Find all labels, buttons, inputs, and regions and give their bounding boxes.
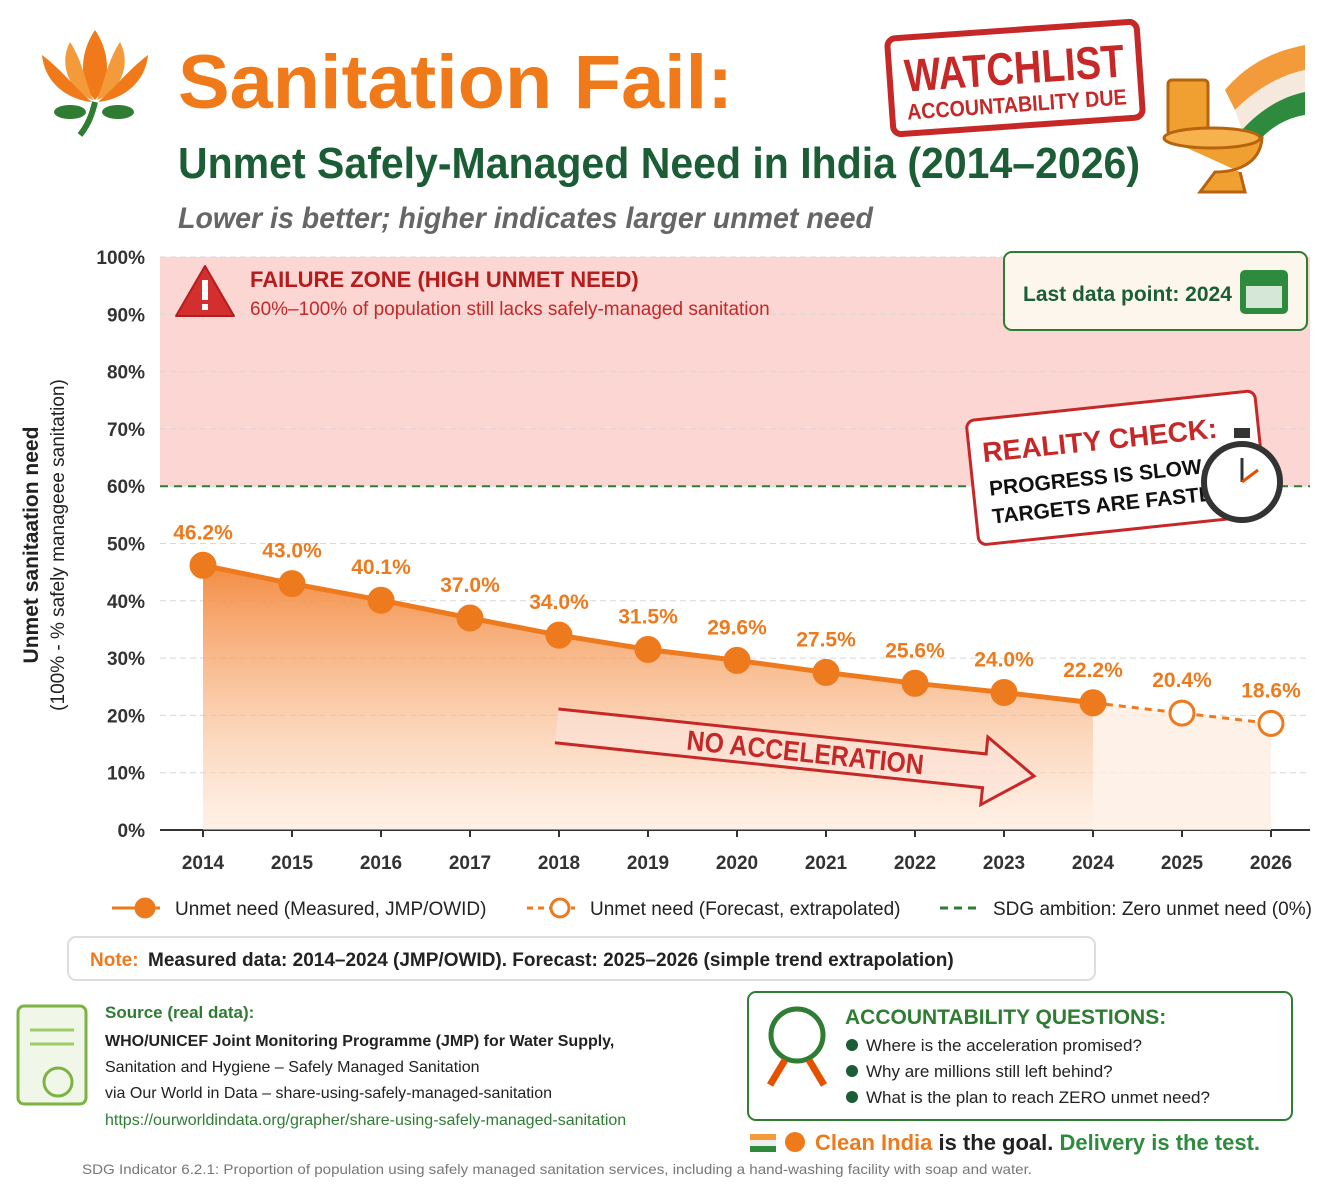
note-text: Measured data: 2014–2024 (JMP/OWID). For… xyxy=(148,950,954,971)
value-label: 37.0% xyxy=(440,574,500,597)
point xyxy=(189,551,217,579)
point xyxy=(545,621,573,649)
title: Sanitation Fail: xyxy=(178,40,733,125)
questions-title: ACCOUNTABILITY QUESTIONS: xyxy=(845,1006,1166,1029)
slogan: Clean India is the goal. Delivery is the… xyxy=(815,1130,1260,1155)
y-tick-label: 0% xyxy=(118,821,146,842)
y-tick-label: 50% xyxy=(107,535,145,556)
source-line: WHO/UNICEF Joint Monitoring Programme (J… xyxy=(105,1033,614,1050)
legend-label: Unmet need (Forecast, extrapolated) xyxy=(590,899,901,920)
value-label: 27.5% xyxy=(796,628,856,651)
question: Why are millions still left behind? xyxy=(866,1062,1113,1081)
y-tick-label: 90% xyxy=(107,305,145,326)
value-label: 34.0% xyxy=(529,591,589,614)
subtitle: Unmet Safely-Managed Need in Ihdia (2014… xyxy=(178,139,1140,188)
point xyxy=(367,586,395,614)
y-tick-label: 70% xyxy=(107,420,145,441)
value-label: 31.5% xyxy=(618,606,678,629)
footnote: SDG Indicator 6.2.1: Proportion of popul… xyxy=(82,1161,1032,1177)
source-url[interactable]: https://ourworldindata.org/grapher/share… xyxy=(105,1112,626,1129)
note-box xyxy=(67,936,1096,981)
x-tick-label: 2021 xyxy=(805,853,848,874)
failure-zone-label: FAILURE ZONE (HIGH UNMET NEED) 60%–100% … xyxy=(175,265,770,320)
source-title: Source (real data): xyxy=(105,1003,254,1022)
x-tick-label: 2019 xyxy=(627,853,669,874)
point xyxy=(812,658,840,686)
x-tick-label: 2017 xyxy=(449,853,491,874)
flag-toilet-icon xyxy=(1162,45,1305,194)
y-tick-label: 30% xyxy=(107,649,145,670)
value-label: 18.6% xyxy=(1241,679,1301,702)
last-point-box: Last data point: 2024 xyxy=(1003,251,1308,331)
reality-check: REALITY CHECK: PROGRESS IS SLOW. TARGETS… xyxy=(965,389,1269,546)
y-axis-subtitle: (100% - % safely manageee sanitation) xyxy=(48,379,69,711)
stopwatch-icon xyxy=(1201,428,1283,523)
x-tick-label: 2015 xyxy=(271,853,314,874)
forecast-point xyxy=(1168,699,1196,727)
lotus-icon xyxy=(42,30,148,137)
zone-text: 60%–100% of population still lacks safel… xyxy=(250,299,770,320)
bullet xyxy=(846,1065,858,1077)
value-label: 20.4% xyxy=(1152,669,1212,692)
value-label: 24.0% xyxy=(974,648,1034,671)
x-tick-label: 2022 xyxy=(894,853,936,874)
slogan-part: is the goal. xyxy=(932,1130,1053,1155)
source-icon xyxy=(16,1004,88,1106)
legend-label: SDG ambition: Zero unmet need (0%) xyxy=(993,899,1312,920)
x-tick-label: 2014 xyxy=(182,853,225,874)
y-tick-label: 10% xyxy=(107,764,145,785)
watchlist-stamp: WATCHLIST ACCOUNTABILITY DUE xyxy=(884,18,1146,138)
point xyxy=(456,604,484,632)
line xyxy=(1092,701,1272,725)
slogan-part: Clean India xyxy=(815,1130,933,1155)
source-line: Sanitation and Hygiene – Safely Managed … xyxy=(105,1059,479,1076)
point xyxy=(634,636,662,664)
x-tick-label: 2018 xyxy=(538,853,580,874)
x-tick-label: 2023 xyxy=(983,853,1025,874)
legend-marker xyxy=(549,897,571,919)
x-tick-label: 2025 xyxy=(1161,853,1204,874)
y-tick-label: 60% xyxy=(107,477,145,498)
area-fill xyxy=(1093,702,1271,830)
last-point-text: Last data point: 2024 xyxy=(1023,283,1232,306)
value-label: 46.2% xyxy=(173,521,233,544)
value-label: 40.1% xyxy=(351,556,411,579)
bullet xyxy=(846,1039,858,1051)
y-tick-label: 40% xyxy=(107,592,145,613)
point xyxy=(901,669,929,697)
question: What is the plan to reach ZERO unmet nee… xyxy=(866,1088,1210,1107)
questions-box xyxy=(747,991,1293,1121)
point xyxy=(990,678,1018,706)
x-tick-label: 2020 xyxy=(716,853,758,874)
x-tick-label: 2024 xyxy=(1072,853,1115,874)
source-line: via Our World in Data – share-using-safe… xyxy=(105,1085,552,1102)
point xyxy=(723,646,751,674)
value-label: 22.2% xyxy=(1063,659,1123,682)
tagline: Lower is better; higher indicates larger… xyxy=(178,202,874,235)
y-tick-label: 80% xyxy=(107,363,145,384)
y-tick-label: 20% xyxy=(107,706,145,727)
value-label: 25.6% xyxy=(885,639,945,662)
y-axis-title: Unmet sanitaation need xyxy=(20,427,43,664)
legend-marker xyxy=(134,897,156,919)
question: Where is the acceleration promised? xyxy=(866,1036,1142,1055)
plot: 0% 10% 20% 30% 40% 50% 60% 70% 80% 90% 100% 2014 201… xyxy=(96,248,1310,874)
x-tick-label: 2026 xyxy=(1250,853,1292,874)
value-label: 43.0% xyxy=(262,540,322,563)
point xyxy=(278,570,306,598)
zone-title: FAILURE ZONE (HIGH UNMET NEED) xyxy=(250,267,639,292)
y-tick-label: 100% xyxy=(96,248,145,269)
note-label: Note: xyxy=(90,950,139,971)
legend-label: Unmet need (Measured, JMP/OWID) xyxy=(175,899,486,920)
value-label: 29.6% xyxy=(707,616,767,639)
point xyxy=(1079,689,1107,717)
magnifier-icon xyxy=(766,1006,828,1087)
forecast-point xyxy=(1257,709,1285,737)
legend: Unmet need (Measured, JMP/OWID) Unmet nee… xyxy=(112,897,1312,920)
x-tick-label: 2016 xyxy=(360,853,402,874)
bullet xyxy=(846,1091,858,1103)
slogan-part: Delivery is the test. xyxy=(1053,1130,1260,1155)
slogan-icon xyxy=(750,1132,805,1152)
